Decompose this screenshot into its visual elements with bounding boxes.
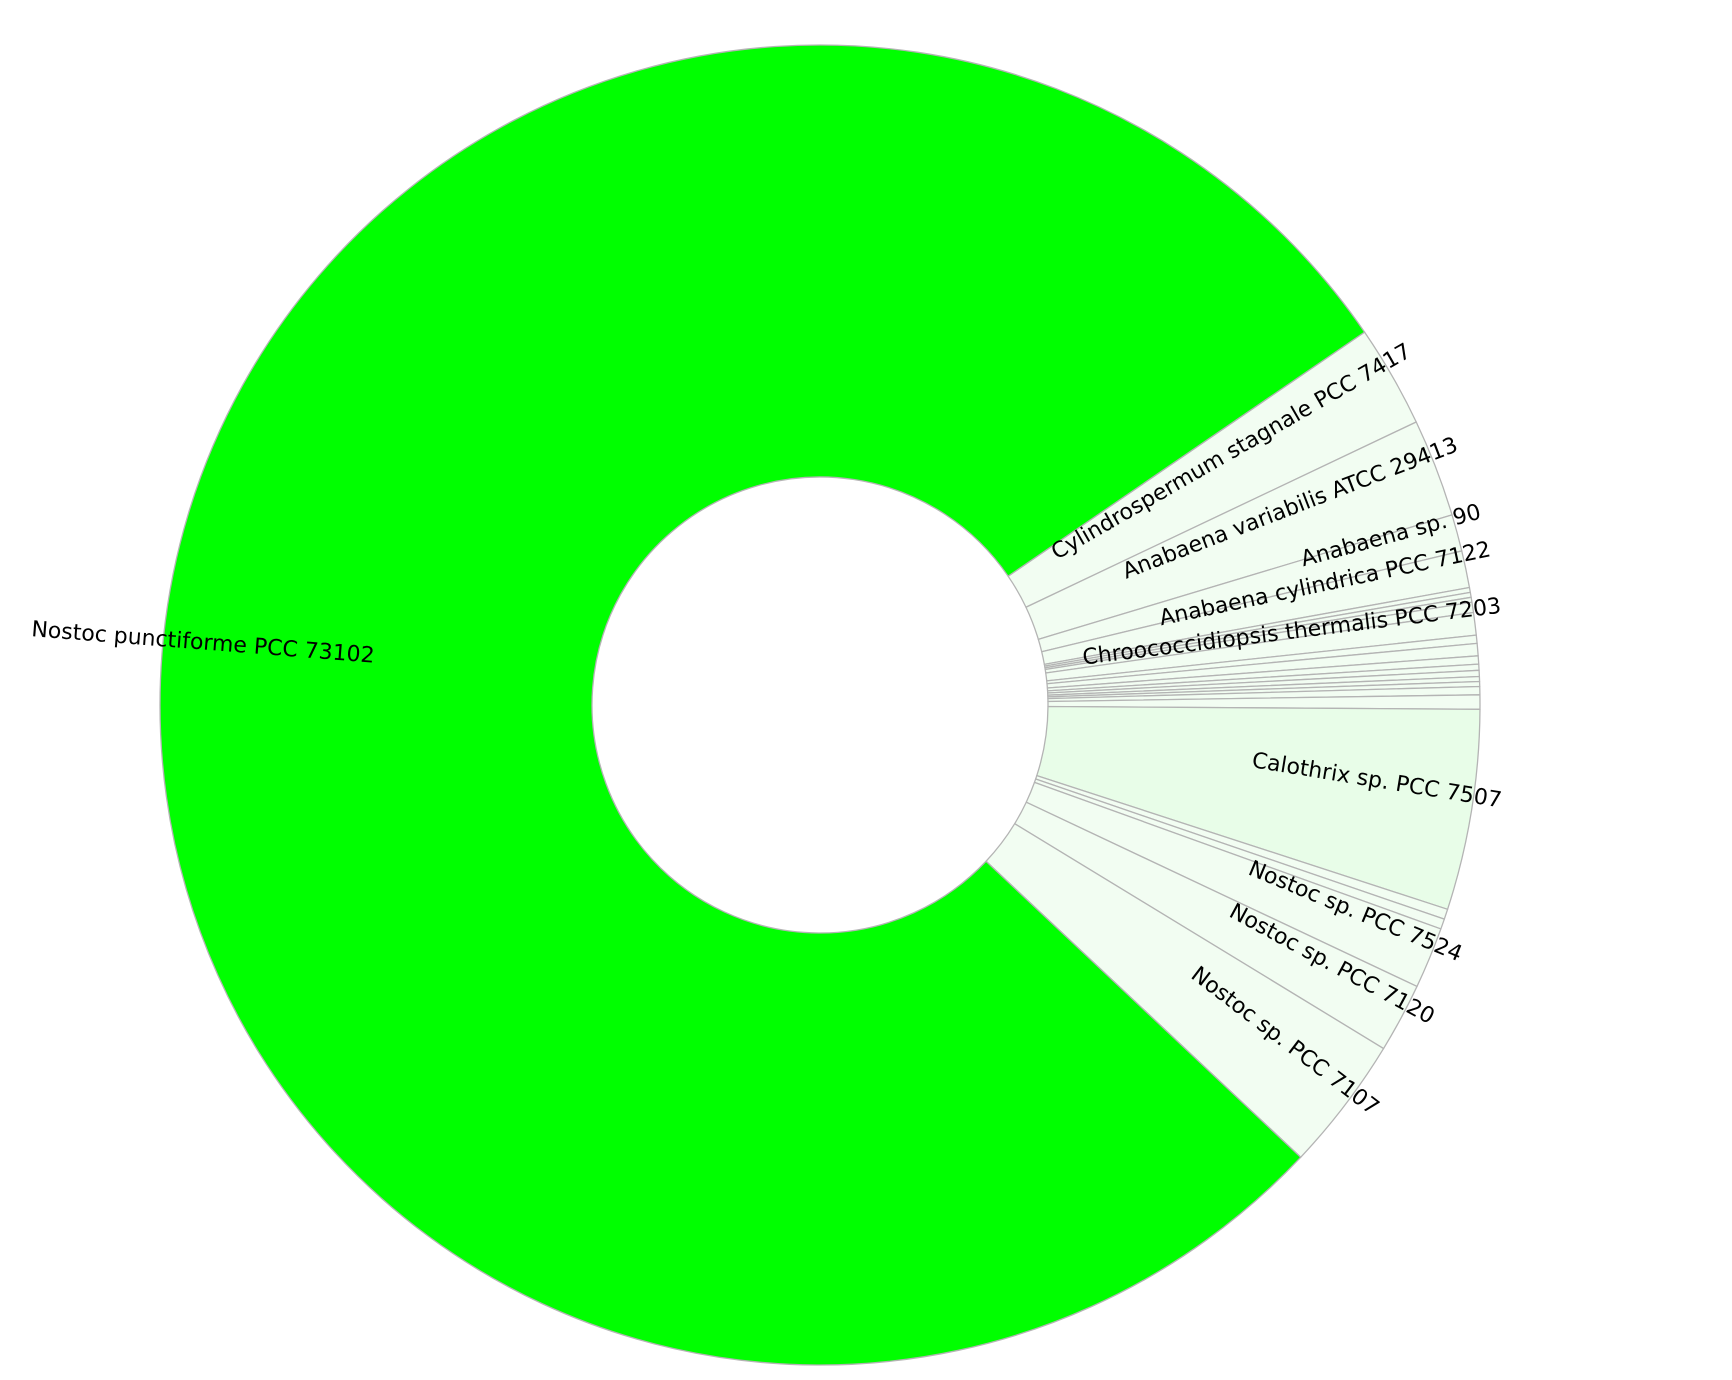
- donut-slices: [159, 44, 1481, 1366]
- donut-slice: [159, 44, 1366, 1366]
